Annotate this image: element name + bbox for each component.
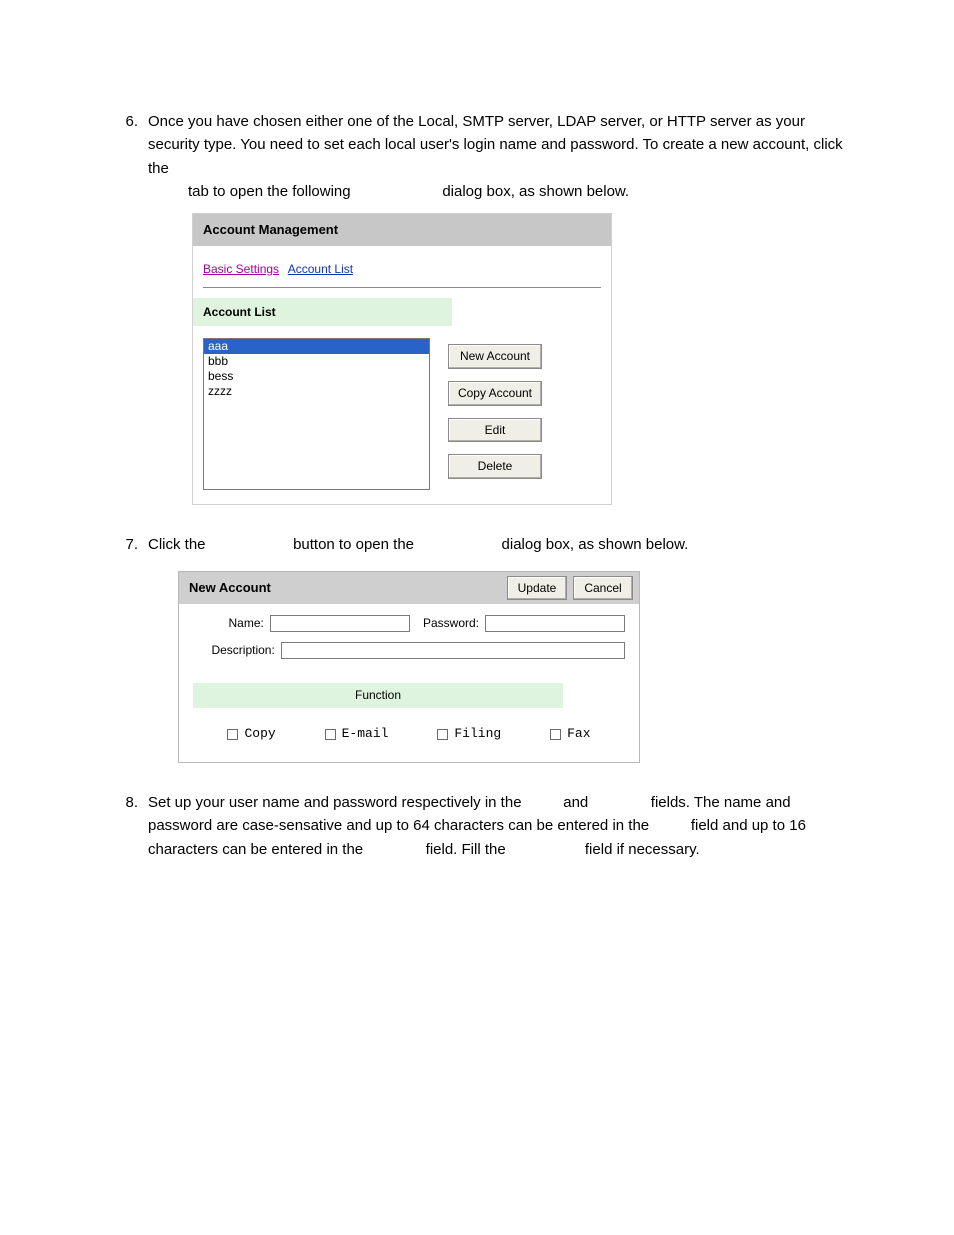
step-text: field. Fill the bbox=[426, 841, 506, 858]
step-text: Once you have chosen either one of the L… bbox=[148, 113, 843, 177]
panel-title: New Account bbox=[189, 578, 501, 598]
step-text: tab to open the following bbox=[188, 183, 351, 200]
document-page: 6. Once you have chosen either one of th… bbox=[0, 0, 954, 1235]
fax-checkbox[interactable]: Fax bbox=[550, 724, 590, 744]
email-checkbox[interactable]: E-mail bbox=[325, 724, 389, 744]
step-text: Click the bbox=[148, 536, 206, 553]
step-number: 6. bbox=[100, 110, 148, 133]
tab-basic-settings[interactable]: Basic Settings bbox=[203, 262, 279, 276]
new-account-button[interactable]: New Account bbox=[448, 344, 542, 369]
list-item[interactable]: aaa bbox=[204, 339, 429, 354]
step-text: Set up your user name and password respe… bbox=[148, 794, 522, 811]
copy-checkbox[interactable]: Copy bbox=[227, 724, 275, 744]
password-field[interactable] bbox=[485, 615, 625, 632]
copy-account-button[interactable]: Copy Account bbox=[448, 381, 542, 406]
step-number: 7. bbox=[100, 533, 148, 556]
function-header: Function bbox=[193, 683, 563, 708]
step-text: and bbox=[563, 794, 588, 811]
list-item[interactable]: bbb bbox=[204, 354, 429, 369]
step-6: 6. Once you have chosen either one of th… bbox=[100, 110, 854, 505]
checkbox-icon bbox=[325, 729, 336, 740]
delete-button[interactable]: Delete bbox=[448, 454, 542, 479]
checkbox-icon bbox=[550, 729, 561, 740]
function-checkbox-row: Copy E-mail Filing Fax bbox=[179, 708, 639, 762]
step-body: Once you have chosen either one of the L… bbox=[148, 110, 854, 505]
account-list-header: Account List bbox=[193, 298, 452, 327]
button-column: New Account Copy Account Edit Delete bbox=[448, 338, 542, 490]
list-item[interactable]: zzzz bbox=[204, 384, 429, 399]
step-text: field if necessary. bbox=[585, 841, 700, 858]
step-body: Click the button to open the dialog box,… bbox=[148, 533, 854, 763]
panel-header: New Account Update Cancel bbox=[179, 572, 639, 605]
step-text: dialog box, as shown below. bbox=[442, 183, 629, 200]
panel-tabs: Basic Settings Account List bbox=[193, 246, 611, 283]
instruction-list: 6. Once you have chosen either one of th… bbox=[100, 110, 854, 861]
new-account-form: Name: Password: Description: bbox=[179, 604, 639, 673]
name-label: Name: bbox=[193, 614, 270, 633]
account-management-panel: Account Management Basic Settings Accoun… bbox=[192, 213, 612, 505]
description-label: Description: bbox=[193, 641, 281, 660]
update-button[interactable]: Update bbox=[507, 576, 567, 601]
panel-title: Account Management bbox=[193, 214, 611, 246]
step-8: 8. Set up your user name and password re… bbox=[100, 791, 854, 861]
password-label: Password: bbox=[410, 614, 485, 633]
step-number: 8. bbox=[100, 791, 148, 814]
step-7: 7. Click the button to open the dialog b… bbox=[100, 533, 854, 763]
description-field[interactable] bbox=[281, 642, 625, 659]
name-field[interactable] bbox=[270, 615, 410, 632]
checkbox-icon bbox=[437, 729, 448, 740]
checkbox-icon bbox=[227, 729, 238, 740]
tab-account-list[interactable]: Account List bbox=[288, 262, 353, 276]
cancel-button[interactable]: Cancel bbox=[573, 576, 633, 601]
list-item[interactable]: bess bbox=[204, 369, 429, 384]
new-account-panel: New Account Update Cancel Name: Password… bbox=[178, 571, 640, 764]
edit-button[interactable]: Edit bbox=[448, 418, 542, 443]
step-text: dialog box, as shown below. bbox=[502, 536, 689, 553]
account-listbox[interactable]: aaa bbb bess zzzz bbox=[203, 338, 430, 490]
step-text: button to open the bbox=[293, 536, 414, 553]
filing-checkbox[interactable]: Filing bbox=[437, 724, 501, 744]
step-body: Set up your user name and password respe… bbox=[148, 791, 854, 861]
divider bbox=[203, 287, 601, 288]
